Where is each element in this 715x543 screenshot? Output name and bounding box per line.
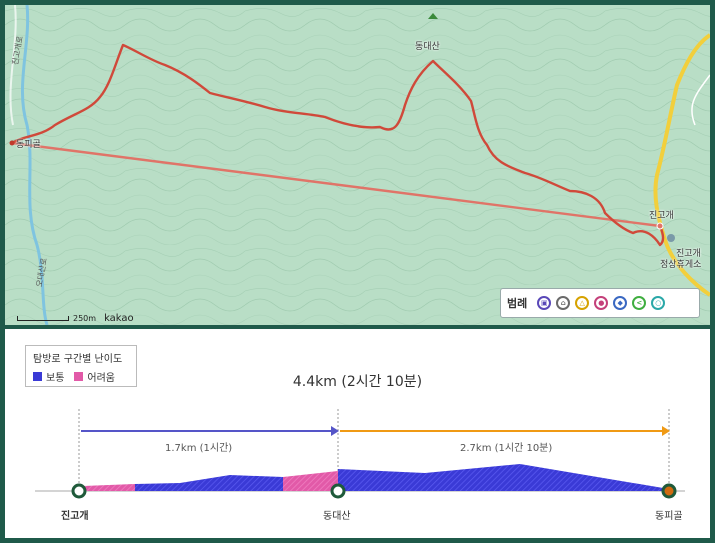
shelter-icon[interactable]: ⌂ [556, 296, 571, 310]
difficulty-legend-row: 보통 어려움 [33, 369, 129, 384]
map-canvas [5, 5, 710, 325]
point-label-end: 동피골 [655, 511, 683, 522]
start-point-marker [71, 483, 87, 499]
toilet-icon[interactable]: △ [575, 296, 590, 310]
legend-hard-label: 어려움 [87, 373, 116, 384]
rest-area-label-line2: 정상휴게소 [660, 260, 702, 270]
car-icon[interactable]: ◆ [613, 296, 628, 310]
place-label-jingogae: 진고개 [649, 211, 674, 221]
difficulty-title: 탐방로 구간별 난이도 [33, 354, 123, 365]
place-label-dongpigol: 동피골 [16, 140, 41, 150]
scale-text: 250m [73, 314, 97, 323]
segment-hard-2 [283, 471, 338, 491]
summit-point-marker [330, 483, 346, 499]
segment-normal-1 [135, 475, 283, 491]
end-point-marker [661, 483, 677, 499]
hard-swatch [74, 372, 84, 381]
map-view[interactable]: 동피골 동대산 진고개 진고개 정상휴게소 진고개로 오대산로 250m kak… [5, 5, 710, 325]
scale-bar: 250m kakao [17, 313, 134, 324]
segment-1-label: 1.7km (1시간) [165, 443, 233, 454]
normal-swatch [33, 372, 42, 381]
place-label-dongdaesan: 동대산 [415, 42, 440, 52]
person-icon[interactable]: ● [594, 296, 609, 310]
scale-bar-line [17, 316, 69, 321]
map-legend: 범례 ▣ ⌂ △ ● ◆ < ○ [500, 288, 700, 318]
point-label-summit: 동대산 [323, 511, 351, 522]
legend-normal-label: 보통 [46, 373, 65, 384]
bus-icon[interactable]: ▣ [537, 296, 552, 310]
profile-chart [35, 409, 685, 499]
legend-title: 범례 [507, 297, 528, 310]
rest-area-label-line1: 진고개 [676, 249, 701, 259]
total-distance-time: 4.4km (2시간 10분) [292, 374, 423, 390]
difficulty-legend: 탐방로 구간별 난이도 보통 어려움 [25, 345, 137, 387]
point-label-start: 진고개 [61, 511, 89, 522]
segment-2-label: 2.7km (1시간 10분) [460, 443, 553, 454]
segment-normal-2 [338, 464, 669, 491]
map-brand: kakao [104, 313, 134, 324]
elevation-profile-panel: 탐방로 구간별 난이도 보통 어려움 4.4km (2시간 10분) [5, 329, 710, 538]
water-icon[interactable]: ○ [651, 296, 666, 310]
share-icon[interactable]: < [632, 296, 647, 310]
